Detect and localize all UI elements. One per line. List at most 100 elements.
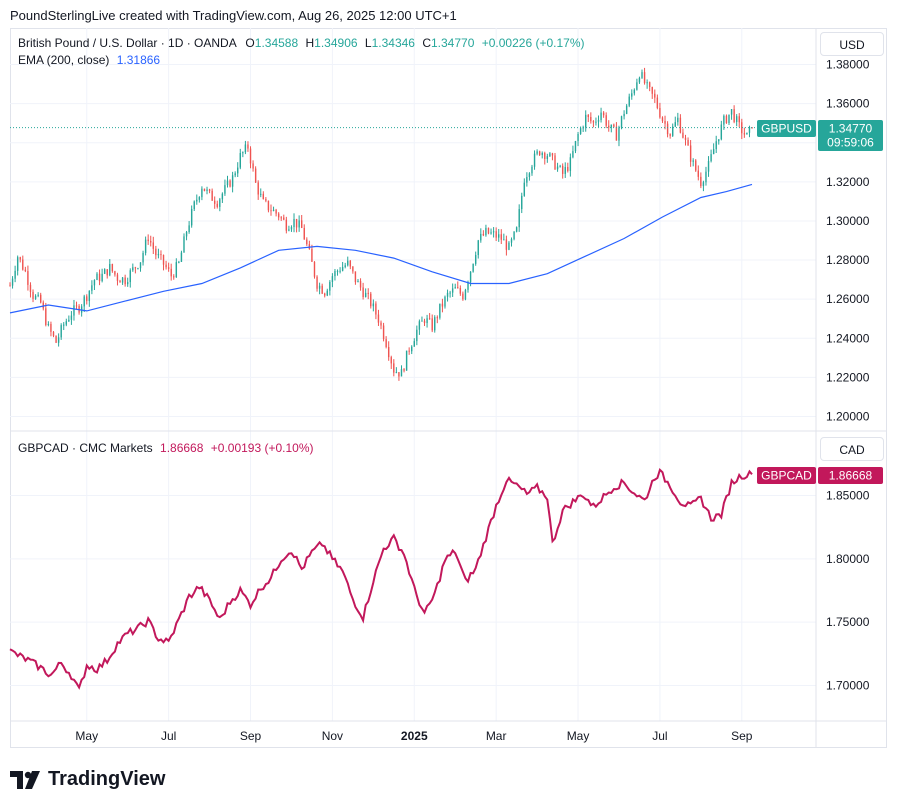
- candle-body: [270, 210, 272, 212]
- candle-body: [672, 126, 674, 136]
- candle-body: [395, 372, 398, 374]
- candle-body: [695, 160, 697, 171]
- candle-body: [280, 217, 282, 219]
- candle-body: [590, 117, 592, 122]
- x-tick: May: [567, 729, 590, 743]
- candle-body: [710, 154, 712, 162]
- candle-body: [308, 244, 311, 249]
- gbpcad-price-scale[interactable]: 1.70000 1.75000 1.80000 1.85000: [826, 489, 870, 693]
- candle-body: [725, 115, 728, 123]
- candle-body: [536, 151, 538, 154]
- candle-body: [702, 182, 705, 187]
- candle-body: [556, 166, 559, 170]
- candle-body: [380, 322, 382, 326]
- candle-body: [285, 219, 288, 231]
- candle-body: [741, 122, 743, 134]
- candle-body: [492, 231, 495, 233]
- candle-body: [464, 289, 467, 300]
- candle-body: [485, 227, 487, 236]
- candle-body: [124, 277, 126, 285]
- candle-body: [605, 115, 607, 126]
- tradingview-logo[interactable]: TradingView: [10, 768, 165, 791]
- high-value: 1.34906: [314, 36, 358, 50]
- candle-body: [88, 290, 91, 302]
- candle-body: [157, 254, 160, 256]
- candle-body: [298, 220, 300, 228]
- candle-body: [326, 290, 328, 296]
- candle-body: [226, 180, 229, 186]
- candle-body: [674, 122, 676, 127]
- usd-currency-label[interactable]: USD: [820, 32, 884, 56]
- tradingview-logo-text: TradingView: [48, 768, 166, 790]
- candle-body: [324, 293, 326, 296]
- candle-body: [91, 285, 93, 291]
- ema-value: 1.31866: [116, 53, 161, 67]
- cad-currency-label[interactable]: CAD: [820, 437, 884, 461]
- gbpusd-price-scale[interactable]: 1.20000 1.22000 1.24000 1.26000 1.28000 1.300…: [826, 58, 870, 424]
- candle-body: [600, 112, 602, 121]
- candle-body: [666, 123, 669, 135]
- candle-body: [748, 127, 751, 133]
- candle-body: [57, 337, 60, 343]
- candle-body: [457, 287, 459, 289]
- candle-body: [139, 262, 142, 269]
- ema-label: EMA (200, close): [18, 53, 110, 67]
- candle-body: [24, 269, 27, 272]
- close-value: 1.34770: [431, 36, 475, 50]
- candle-body: [641, 72, 643, 78]
- candle-body: [631, 93, 633, 97]
- candle-body: [487, 227, 490, 234]
- candle-body: [242, 152, 244, 154]
- gbpcad-legend: GBPCAD · CMC Markets 1.86668 +0.00193 (+…: [18, 441, 314, 455]
- candle-body: [515, 227, 518, 232]
- candle-body: [564, 167, 566, 174]
- candle-body: [137, 268, 139, 270]
- candle-body: [175, 262, 178, 278]
- candle-body: [375, 303, 377, 315]
- candle-body: [579, 128, 582, 134]
- candle-body: [290, 227, 293, 230]
- candle-body: [664, 121, 666, 124]
- candle-body: [521, 195, 523, 210]
- candle-body: [577, 133, 579, 142]
- candle-body: [518, 209, 520, 228]
- candle-body: [651, 87, 653, 94]
- candle-body: [423, 320, 426, 324]
- candle-body: [190, 208, 193, 226]
- candle-body: [426, 318, 428, 324]
- gbpusd-title: British Pound / U.S. Dollar · 1D · OANDA: [18, 36, 237, 50]
- candle-body: [370, 293, 372, 307]
- candle-body: [408, 350, 410, 352]
- candle-body: [459, 287, 462, 294]
- low-label: L: [364, 36, 372, 50]
- candle-body: [615, 126, 618, 141]
- candle-body: [689, 145, 692, 162]
- candle-body: [720, 124, 723, 140]
- candle-body: [244, 144, 247, 153]
- candle-body: [533, 153, 536, 167]
- candle-body: [50, 323, 52, 332]
- candle-body: [561, 165, 564, 174]
- candle-body: [331, 276, 334, 282]
- candle-body: [321, 285, 323, 294]
- candle-body: [646, 82, 648, 84]
- candle-body: [718, 139, 720, 142]
- candle-body: [572, 151, 574, 158]
- candle-body: [613, 124, 615, 127]
- x-tick: Jul: [161, 729, 176, 743]
- candle-body: [746, 132, 748, 135]
- candle-body: [538, 151, 541, 155]
- candle-body: [126, 282, 129, 285]
- candle-body: [743, 133, 746, 135]
- tradingview-logo-icon: [10, 770, 40, 789]
- candle-body: [188, 225, 190, 233]
- candle-body: [275, 209, 277, 214]
- candle-body: [444, 296, 446, 307]
- close-label: C: [422, 36, 431, 50]
- gbpcad-line: [9, 467, 753, 690]
- candle-body: [567, 167, 569, 171]
- gbpcad-grid: [10, 431, 816, 721]
- time-scale[interactable]: May Jul Sep Nov 2025 Mar May Jul Sep: [75, 729, 752, 743]
- candle-body: [16, 257, 19, 271]
